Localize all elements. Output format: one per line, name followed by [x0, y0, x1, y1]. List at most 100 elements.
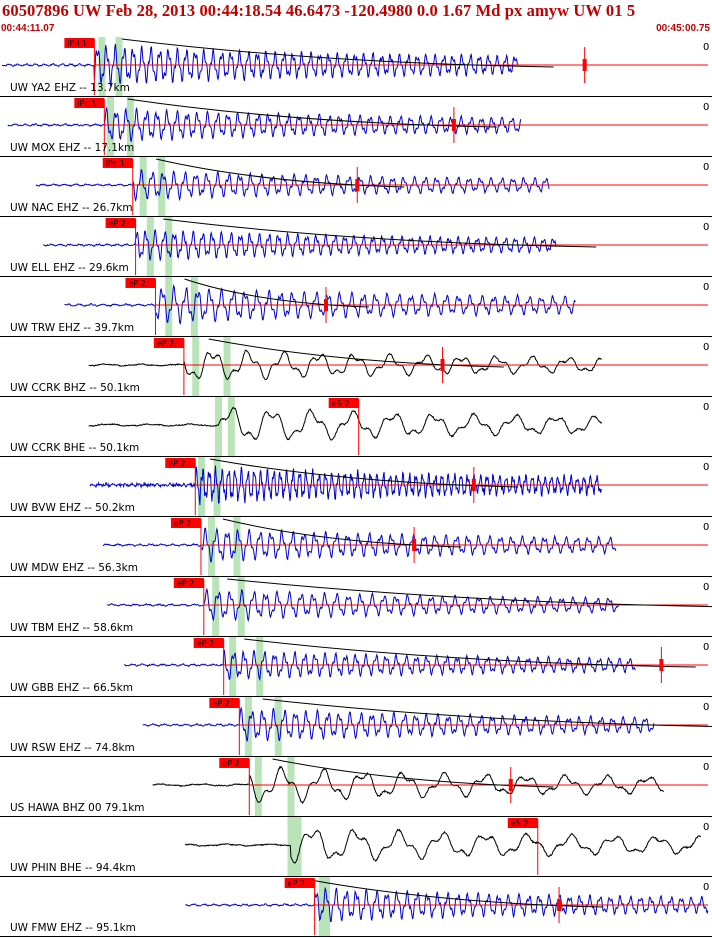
coda-decay-curve [262, 698, 712, 727]
phase-pick-label: eP 2 [212, 699, 229, 708]
station-label: UW TRW EHZ -- 39.7km [10, 322, 134, 334]
coda-end-marker-box [471, 479, 476, 491]
phase-pick-tag [173, 578, 204, 588]
station-label: UW YA2 EHZ -- 13.7km [10, 82, 130, 94]
waveform-trace [184, 828, 702, 864]
time-start-label: 00:44:11.07 [1, 23, 55, 34]
coda-end-marker-box [582, 59, 587, 71]
phase-pick-label: eP 2 [222, 759, 239, 768]
phase-pick-tag [105, 218, 136, 228]
phase-pick-tag [153, 338, 184, 348]
station-label: UW ELL EHZ -- 29.6km [10, 262, 129, 274]
theoretical-arrival-bar [207, 517, 215, 576]
coda-end-marker-box [508, 779, 513, 791]
coda-end-marker-box [355, 179, 360, 191]
coda-decay-curve [121, 38, 554, 68]
phase-pick-tag [125, 278, 156, 288]
phase-pick-label: eS 2 [511, 819, 529, 828]
coda-decay-curve [127, 98, 497, 128]
waveform-trace [7, 106, 522, 143]
trace-scale-label: 0 [703, 342, 709, 353]
trace-scale-label: 0 [703, 222, 709, 233]
station-label: US HAWA BHZ 00 79.1km [10, 802, 145, 814]
coda-decay-curve [184, 278, 369, 308]
phase-pick-label: iPd 1 [67, 39, 87, 48]
theoretical-arrival-bar [254, 757, 262, 816]
trace-scale-label: 0 [703, 282, 709, 293]
coda-decay-curve [163, 218, 597, 248]
theoretical-arrival-bar [115, 37, 123, 96]
station-label: UW FMW EHZ -- 95.1km [10, 922, 136, 934]
theoretical-arrival-bar [215, 397, 223, 456]
waveform-trace [123, 648, 636, 681]
coda-end-marker-box [451, 119, 456, 131]
theoretical-arrival-bar [126, 97, 134, 156]
phase-pick-tag [170, 518, 201, 528]
theoretical-arrival-bar [212, 577, 220, 636]
theoretical-arrival-bar [98, 37, 106, 96]
phase-pick-label: eP 2 [168, 459, 185, 468]
phase-pick-tag [102, 158, 133, 168]
trace-scale-label: 0 [703, 162, 709, 173]
station-label: UW PHIN BHE -- 94.4km [10, 862, 136, 874]
phase-pick-label: eP 2 [128, 279, 145, 288]
trace-scale-label: 0 [703, 702, 709, 713]
seismogram-panel[interactable]: iPd 1 UW YA2 EHZ -- 13.7km 0 iPc 1 UW MOX EH… [0, 37, 712, 938]
coda-decay-curve [155, 158, 405, 188]
theoretical-arrival-bar [227, 397, 235, 456]
phase-pick-label: eP 2 [174, 519, 191, 528]
station-label: UW NAC EHZ -- 26.7km [10, 202, 133, 214]
waveform-trace [89, 465, 602, 506]
theoretical-arrival-bar [287, 757, 295, 816]
trace-scale-label: 0 [703, 42, 709, 53]
theoretical-arrival-bar [223, 337, 231, 396]
theoretical-arrival-bar [323, 877, 331, 936]
station-label: UW MDW EHZ -- 56.3km [10, 562, 138, 574]
trace-scale-label: 0 [703, 102, 709, 113]
waveform-trace [43, 229, 557, 262]
coda-end-marker-box [412, 539, 417, 551]
theoretical-arrival-bar [197, 457, 205, 516]
phase-pick-label: eS 2 [332, 399, 350, 408]
trace-scale-label: 0 [703, 762, 709, 773]
station-label: UW BVW EHZ -- 50.2km [10, 502, 135, 514]
theoretical-arrival-bar [318, 877, 326, 936]
waveform-trace [107, 587, 619, 623]
phase-pick-tag [284, 878, 315, 888]
plot-header: 60507896 UW Feb 28, 2013 00:44:18.54 46.… [0, 0, 712, 38]
waveform-trace [102, 527, 617, 563]
phase-pick-tag [165, 458, 196, 468]
phase-pick-tag [74, 98, 105, 108]
trace-scale-label: 0 [703, 462, 709, 473]
station-label: UW MOX EHZ -- 17.1km [10, 142, 134, 154]
event-title: 60507896 UW Feb 28, 2013 00:44:18.54 46.… [2, 1, 636, 20]
theoretical-arrival-bar [165, 217, 173, 276]
phase-pick-label: eP 2 [109, 219, 126, 228]
phase-pick-tag [328, 398, 359, 408]
phase-pick-tag [507, 818, 538, 828]
theoretical-arrival-bar [192, 337, 200, 396]
waveform-trace [185, 886, 709, 922]
waveform-trace [88, 406, 603, 441]
waveform-trace [35, 169, 550, 203]
station-label: UW TBM EHZ -- 58.6km [10, 622, 133, 634]
station-label: UW CCRK BHZ -- 50.1km [10, 382, 140, 394]
coda-decay-curve [222, 518, 462, 548]
phase-pick-label: eP 2 [288, 879, 305, 888]
station-label: UW GBB EHZ -- 66.5km [10, 682, 133, 694]
theoretical-arrival-bar [229, 637, 237, 696]
trace-scale-label: 0 [703, 582, 709, 593]
coda-end-marker-box [324, 299, 329, 311]
phase-pick-label: eP 2 [197, 639, 214, 648]
trace-scale-label: 0 [703, 522, 709, 533]
phase-pick-label: iPc 1 [106, 159, 125, 168]
phase-pick-tag [64, 38, 95, 48]
coda-end-marker-box [440, 359, 445, 371]
theoretical-arrival-bar [287, 817, 295, 876]
coda-end-marker-box [557, 899, 562, 911]
phase-pick-tag [219, 758, 250, 768]
trace-scale-label: 0 [703, 402, 709, 413]
coda-decay-curve [272, 758, 554, 788]
theoretical-arrival-bar [146, 217, 154, 276]
phase-pick-label: eP 2 [157, 339, 174, 348]
